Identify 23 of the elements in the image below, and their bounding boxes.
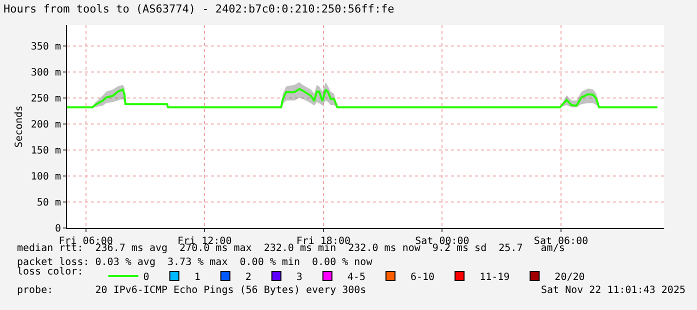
y-tick-label: 250 m	[30, 93, 61, 104]
legend-label: 3	[296, 272, 302, 283]
text: packet loss: 0.03 % avg 3.73 % max 0.00 % min 0.00 % now	[17, 257, 374, 268]
y-tick-label: 200 m	[30, 119, 61, 130]
y-tick-label: 350 m	[30, 41, 61, 52]
legend-label: 11-19	[480, 272, 510, 283]
legend-label: 2	[245, 272, 252, 283]
y-tick-label: 150 m	[30, 145, 61, 156]
y-axis-title: Seconds	[14, 105, 25, 148]
chart-title: Hours from tools to (AS63774) - 2402:b7c0:0:210:250:56ff:fe	[3, 2, 394, 16]
legend-label: 1	[194, 272, 200, 283]
line-series	[67, 88, 658, 108]
legend-label: 20/20	[554, 272, 585, 283]
text: Sat Nov 22 11:01:43 2025	[541, 285, 686, 296]
legend-title: loss color:	[17, 266, 96, 278]
text: probe: 20 IPv6-ICMP Echo Pings (56 Bytes) every 300s	[17, 285, 366, 296]
y-tick-label: 50 m	[36, 197, 61, 208]
y-tick-label: 100 m	[30, 171, 61, 182]
legend-label: 0	[143, 272, 150, 283]
legend-label: 6-10	[410, 272, 435, 283]
legend-label: 4-5	[347, 272, 366, 283]
y-tick-label: 0	[54, 224, 61, 234]
y-tick-label: 300 m	[30, 67, 61, 78]
